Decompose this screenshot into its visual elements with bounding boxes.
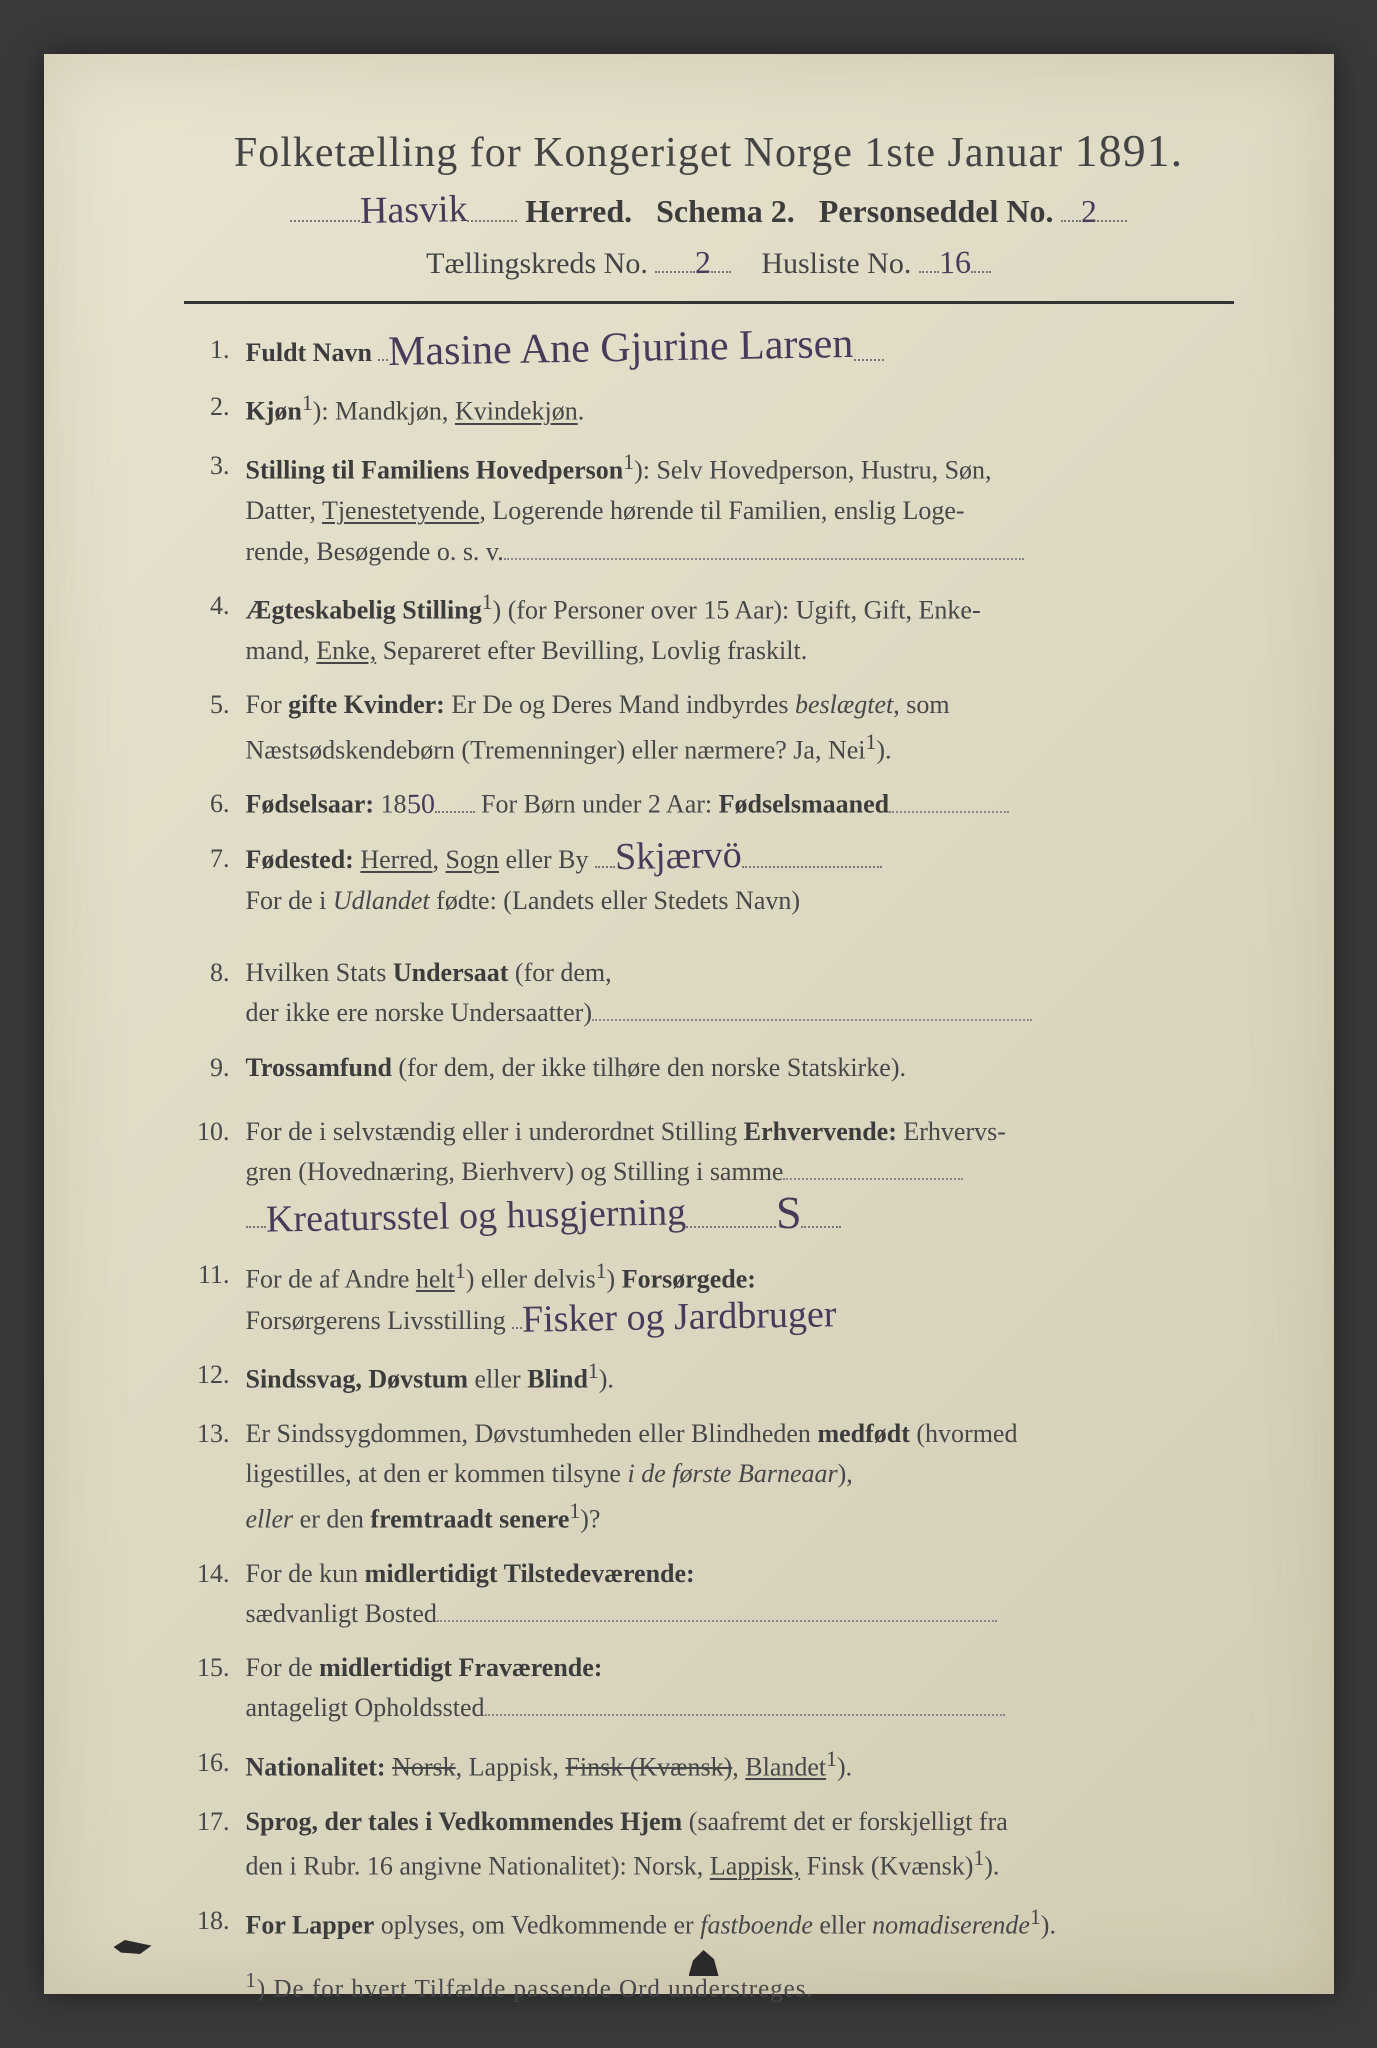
- q14: 14. For de kun midlertidigt Tilstedevære…: [184, 1554, 1234, 1635]
- q12: 12. Sindssvag, Døvstum eller Blind1).: [184, 1355, 1234, 1400]
- q1: 1. Fuldt Navn Masine Ane Gjurine Larsen: [184, 330, 1234, 373]
- q11: 11. For de af Andre helt1) eller delvis1…: [184, 1255, 1234, 1341]
- title-line-1: Folketælling for Kongeriget Norge 1ste J…: [184, 124, 1234, 177]
- kreds-no-handwritten: 2: [695, 248, 712, 277]
- q-num: 3.: [184, 446, 246, 572]
- q5: 5. For gifte Kvinder: Er De og Deres Man…: [184, 685, 1234, 770]
- q17: 17. Sprog, der tales i Vedkommendes Hjem…: [184, 1802, 1234, 1887]
- q2: 2. Kjøn1): Mandkjøn, Kvindekjøn.: [184, 387, 1234, 432]
- title-line-2: Hasvik Herred. Schema 2. Personseddel No…: [184, 187, 1234, 230]
- q-num: 5.: [184, 685, 246, 770]
- q7-sogn-ul: Sogn: [446, 845, 499, 874]
- kreds-label: Tællingskreds No.: [426, 247, 648, 280]
- q2-selected: Kvindekjøn: [455, 397, 578, 426]
- form-header: Folketælling for Kongeriget Norge 1ste J…: [184, 124, 1234, 281]
- q-num: 8.: [184, 953, 246, 1034]
- q-num: 6.: [184, 784, 246, 825]
- q-num: 2.: [184, 387, 246, 432]
- q-num: 17.: [184, 1802, 246, 1887]
- q4: 4. Ægteskabelig Stilling1) (for Personer…: [184, 586, 1234, 671]
- q3-selected: Tjenestetyende: [322, 496, 479, 525]
- q10-mark-handwritten: S: [775, 1192, 801, 1234]
- herred-label: Herred.: [525, 193, 632, 229]
- header-rule: [184, 301, 1234, 304]
- q4-label: Ægteskabelig Stilling: [246, 596, 482, 625]
- paper-tear-icon: [689, 1950, 719, 1976]
- q-num: 18.: [184, 1901, 246, 1946]
- q10: 10. For de i selvstændig eller i underor…: [184, 1112, 1234, 1241]
- q4-selected: Enke,: [316, 636, 376, 665]
- q6: 6. Fødselsaar: 1850 For Børn under 2 Aar…: [184, 784, 1234, 825]
- q9: 9. Trossamfund (for dem, der ikke tilhør…: [184, 1048, 1234, 1088]
- paper-tear-icon: [114, 1940, 152, 1954]
- q7-herred-ul: Herred: [360, 845, 432, 874]
- q13: 13. Er Sindssygdommen, Døvstumheden elle…: [184, 1414, 1234, 1540]
- husliste-label: Husliste No.: [761, 247, 911, 280]
- husliste-no-handwritten: 16: [939, 248, 971, 277]
- q3: 3. Stilling til Familiens Hovedperson1):…: [184, 446, 1234, 572]
- person-no-handwritten: 2: [1081, 197, 1098, 226]
- herred-handwritten: Hasvik: [359, 192, 467, 228]
- q18: 18. For Lapper oplyses, om Vedkommende e…: [184, 1901, 1234, 1946]
- q2-label: Kjøn: [246, 397, 302, 426]
- q7-place-handwritten: Skjærvö: [615, 838, 742, 874]
- q16-norsk: Norsk: [392, 1752, 456, 1781]
- dots: [467, 187, 517, 222]
- q16-finsk: Finsk (Kvænsk): [565, 1752, 732, 1781]
- dots: [290, 187, 360, 222]
- question-list: 1. Fuldt Navn Masine Ane Gjurine Larsen …: [184, 330, 1234, 1946]
- q15: 15. For de midlertidigt Fraværende: anta…: [184, 1648, 1234, 1729]
- title-year: 1891.: [1075, 125, 1184, 176]
- q6-year-handwritten: 50: [406, 792, 434, 818]
- q3-label: Stilling til Familiens Hovedperson: [246, 456, 624, 485]
- q-num: 11.: [184, 1255, 246, 1341]
- q-num: 1.: [184, 330, 246, 373]
- q-num: 9.: [184, 1048, 246, 1088]
- q10-occupation-handwritten: Kreatursstel og husgjerning: [265, 1196, 686, 1238]
- census-form-page: Folketælling for Kongeriget Norge 1ste J…: [44, 54, 1334, 1994]
- q-num: 14.: [184, 1554, 246, 1635]
- title-prefix: Folketælling for Kongeriget Norge 1ste J…: [234, 130, 1063, 176]
- q17-lappisk: Lappisk,: [710, 1852, 800, 1881]
- title-line-3: Tællingskreds No. 2 Husliste No. 16: [184, 240, 1234, 281]
- q1-name-handwritten: Masine Ane Gjurine Larsen: [388, 326, 854, 372]
- q1-label: Fuldt Navn: [246, 338, 372, 367]
- q-num: 15.: [184, 1648, 246, 1729]
- q16-blandet: Blandet: [745, 1752, 826, 1781]
- q-num: 7.: [184, 839, 246, 921]
- q8: 8. Hvilken Stats Undersaat (for dem, der…: [184, 953, 1234, 1034]
- q11-provider-handwritten: Fisker og Jardbruger: [522, 1297, 837, 1337]
- q-num: 13.: [184, 1414, 246, 1540]
- q-num: 10.: [184, 1112, 246, 1241]
- person-label: Personseddel No.: [819, 193, 1054, 229]
- q-num: 12.: [184, 1355, 246, 1400]
- q-num: 16.: [184, 1743, 246, 1788]
- schema-label: Schema 2.: [656, 193, 795, 229]
- q16: 16. Nationalitet: Norsk, Lappisk, Finsk …: [184, 1743, 1234, 1788]
- q7: 7. Fødested: Herred, Sogn eller By Skjær…: [184, 839, 1234, 921]
- q-num: 4.: [184, 586, 246, 671]
